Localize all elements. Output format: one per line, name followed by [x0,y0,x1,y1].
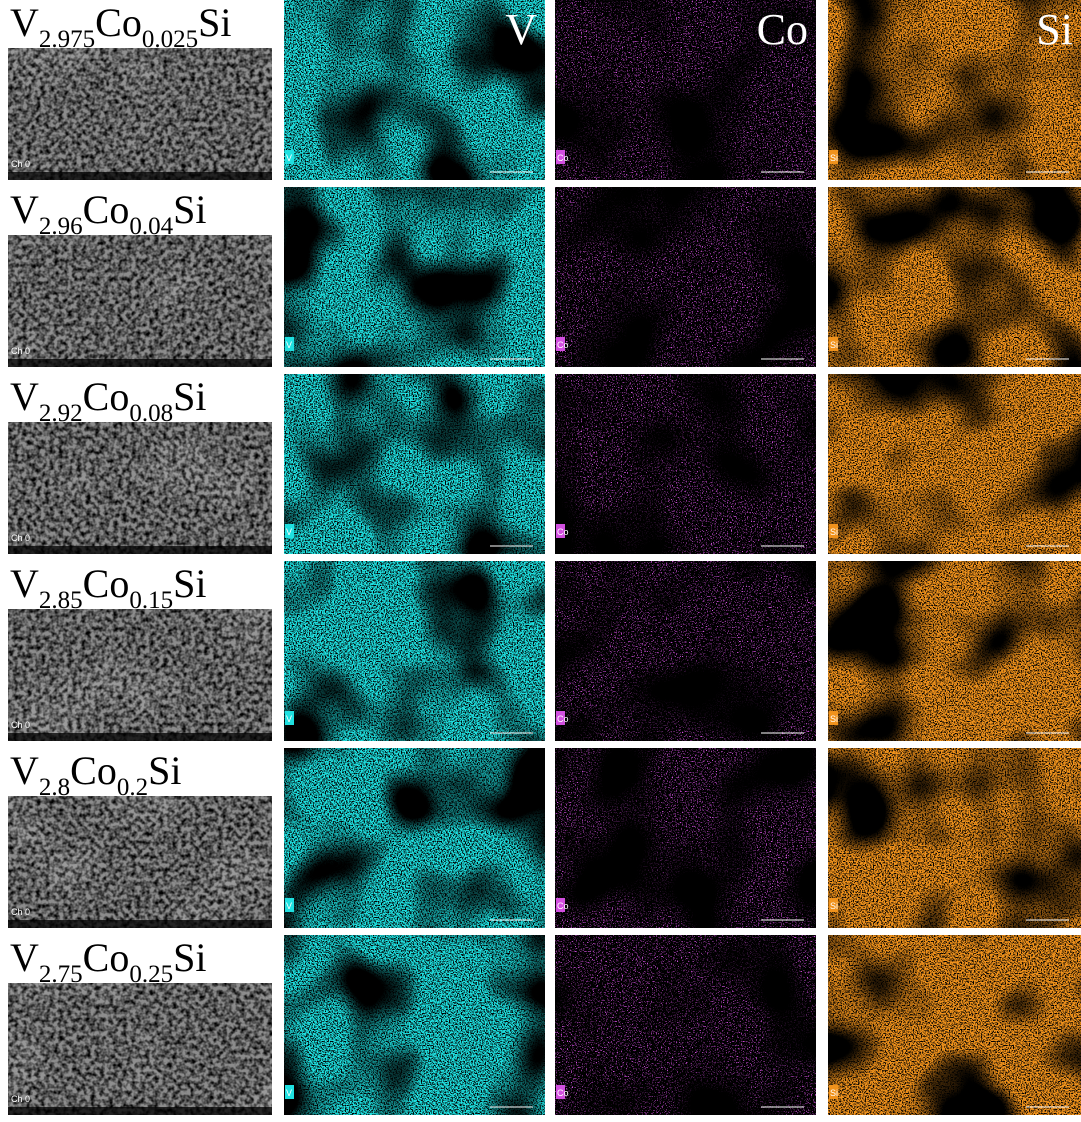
sem-channel-label: Ch 0 [11,159,30,169]
element: Si [148,748,181,793]
element: V [10,935,39,980]
map-corner-label: V [286,153,292,163]
element: Co [70,748,117,793]
element: Co [83,935,130,980]
map-corner-label: Co [557,153,569,163]
formula-label: V2.85Co0.15Si [10,561,206,614]
map-corner-label: Co [557,527,569,537]
element: Si [198,0,231,45]
sem-image [8,422,272,554]
element: V [10,0,39,45]
element: V [10,374,39,419]
element: Co [83,561,130,606]
column-header: V [505,5,537,54]
element: Si [173,561,206,606]
sem-info-bar [8,733,272,741]
map-corner-label: Si [830,1088,838,1098]
element-map [828,935,1081,1115]
element-map [284,187,545,367]
element-map [555,748,816,928]
figure: V2.975Co0.025SiCh 0VVCoCoSiSiV2.96Co0.04… [0,0,1081,1122]
column-header: Co [757,5,808,54]
sem-image [8,796,272,928]
element-map [828,374,1081,554]
map-corner-label: V [286,340,292,350]
map-corner-label: V [286,901,292,911]
element: Si [173,374,206,419]
formula-label: V2.975Co0.025Si [10,0,231,53]
sem-channel-label: Ch 0 [11,1094,30,1104]
element-map [284,561,545,741]
map-corner-label: Co [557,1088,569,1098]
element: V [10,748,39,793]
element: V [10,187,39,232]
formula-label: V2.92Co0.08Si [10,374,206,427]
sem-channel-label: Ch 0 [11,533,30,543]
sem-info-bar [8,1107,272,1115]
element-map [555,935,816,1115]
element: Co [95,0,142,45]
sem-info-bar [8,172,272,180]
sem-image [8,983,272,1115]
map-corner-label: Si [830,901,838,911]
map-corner-label: Co [557,901,569,911]
map-corner-label: Co [557,340,569,350]
element-map [284,748,545,928]
map-corner-label: Co [557,714,569,724]
element: V [10,561,39,606]
map-corner-label: V [286,527,292,537]
column-header: Si [1036,5,1073,54]
element-map [828,187,1081,367]
sem-channel-label: Ch 0 [11,346,30,356]
element-map [284,374,545,554]
element-map [555,187,816,367]
element: Co [83,374,130,419]
sem-info-bar [8,359,272,367]
sem-channel-label: Ch 0 [11,720,30,730]
element: Si [173,187,206,232]
element-map [828,561,1081,741]
map-corner-label: Si [830,714,838,724]
map-corner-label: Si [830,153,838,163]
map-corner-label: Si [830,527,838,537]
map-corner-label: V [286,714,292,724]
sem-image [8,235,272,367]
element-map [828,748,1081,928]
map-corner-label: V [286,1088,292,1098]
element-map [555,561,816,741]
sem-info-bar [8,546,272,554]
sem-channel-label: Ch 0 [11,907,30,917]
sem-info-bar [8,920,272,928]
sem-image [8,609,272,741]
element: Co [83,187,130,232]
formula-label: V2.96Co0.04Si [10,187,206,240]
map-corner-label: Si [830,340,838,350]
element: Si [173,935,206,980]
sem-image [8,48,272,180]
formula-label: V2.8Co0.2Si [10,748,181,801]
element-map [555,374,816,554]
element-map [284,935,545,1115]
formula-label: V2.75Co0.25Si [10,935,206,988]
